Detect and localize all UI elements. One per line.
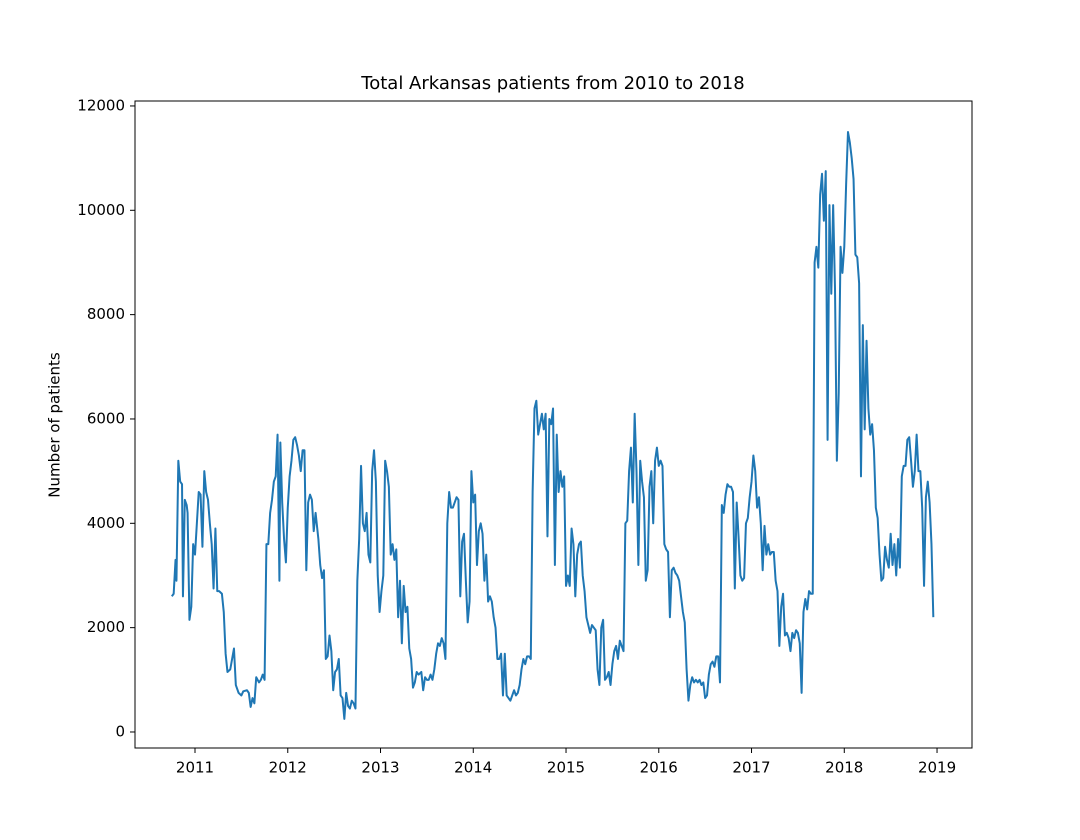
x-tick-label: 2015 [547, 759, 585, 777]
y-tick-label: 10000 [77, 201, 125, 219]
y-axis-label: Number of patients [46, 352, 64, 498]
x-tick-label: 2017 [732, 759, 770, 777]
x-tick-label: 2019 [918, 759, 956, 777]
plot-frame [134, 100, 973, 749]
chart-title: Total Arkansas patients from 2010 to 201… [360, 73, 744, 94]
x-tick-label: 2014 [454, 759, 492, 777]
x-tick-label: 2011 [176, 759, 214, 777]
data-line [171, 131, 935, 720]
plot-area [171, 131, 935, 720]
x-tick-label: 2016 [640, 759, 678, 777]
y-tick-label: 12000 [77, 96, 125, 114]
x-tick-label: 2013 [361, 759, 399, 777]
y-tick-label: 0 [115, 722, 125, 740]
y-tick-label: 6000 [87, 409, 125, 427]
x-tick-label: 2012 [269, 759, 307, 777]
y-tick-label: 4000 [87, 514, 125, 532]
x-tick-label: 2018 [825, 759, 863, 777]
y-tick-label: 2000 [87, 618, 125, 636]
y-tick-label: 8000 [87, 305, 125, 323]
